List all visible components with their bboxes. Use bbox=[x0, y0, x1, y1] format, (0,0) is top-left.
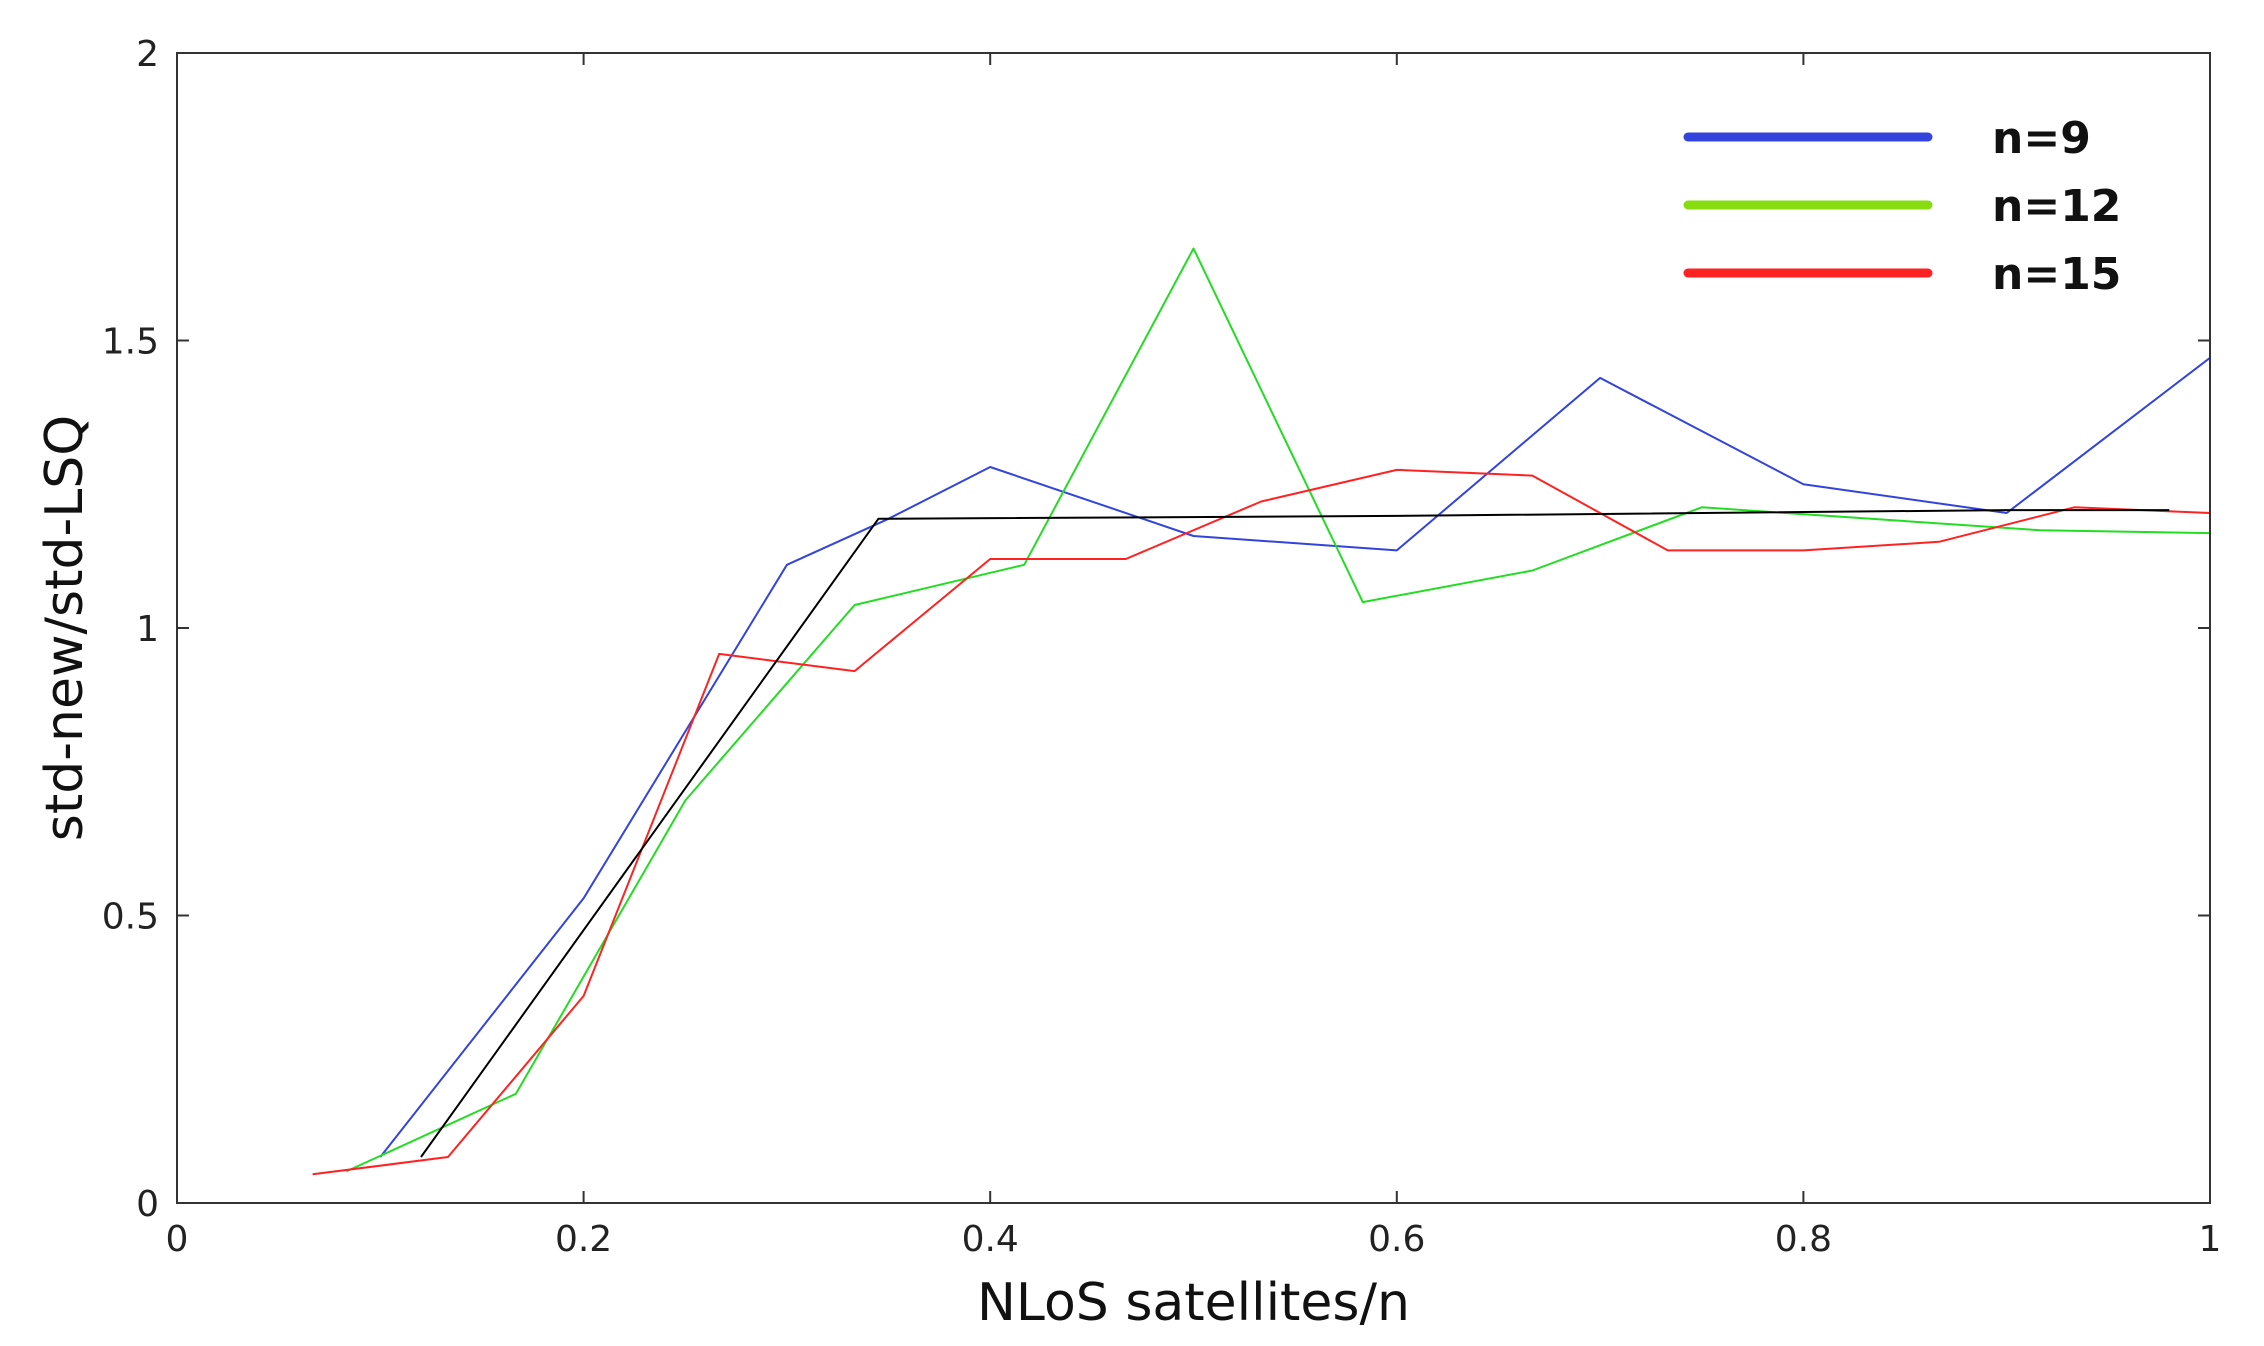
x-tick-label: 0 bbox=[166, 1219, 189, 1260]
x-axis-title: NLoS satellites/n bbox=[977, 1273, 1410, 1333]
x-tick-label: 0.2 bbox=[555, 1219, 612, 1260]
y-tick-label: 0.5 bbox=[102, 897, 159, 938]
series-line-n-15 bbox=[312, 468, 2211, 1176]
x-tick-label: 0.6 bbox=[1368, 1219, 1425, 1260]
ticks-layer: 0 0.2 0.4 0.6 0.8 1 0 0.5 1 1.5 2 bbox=[102, 34, 2222, 1260]
legend-label: n=9 bbox=[1992, 113, 2091, 164]
series-line-n-12 bbox=[345, 247, 2211, 1173]
y-tick-label: 2 bbox=[136, 34, 159, 75]
legend-label: n=12 bbox=[1992, 181, 2121, 232]
x-tick-label: 0.8 bbox=[1775, 1219, 1832, 1260]
y-axis-title: std-new/std-LSQ bbox=[35, 415, 95, 841]
series-line-n-9 bbox=[379, 357, 2211, 1158]
series-line-reference bbox=[420, 509, 2170, 1158]
x-tick-label: 0.4 bbox=[962, 1219, 1019, 1260]
y-tick-label: 1 bbox=[136, 609, 159, 650]
y-tick-label: 1.5 bbox=[102, 322, 159, 363]
legend: n=9 n=12 n=15 bbox=[1683, 113, 2121, 300]
x-tick-label: 1 bbox=[2199, 1219, 2222, 1260]
series-layer bbox=[312, 247, 2211, 1176]
y-tick-label: 0 bbox=[136, 1184, 159, 1225]
legend-label: n=15 bbox=[1992, 249, 2121, 300]
